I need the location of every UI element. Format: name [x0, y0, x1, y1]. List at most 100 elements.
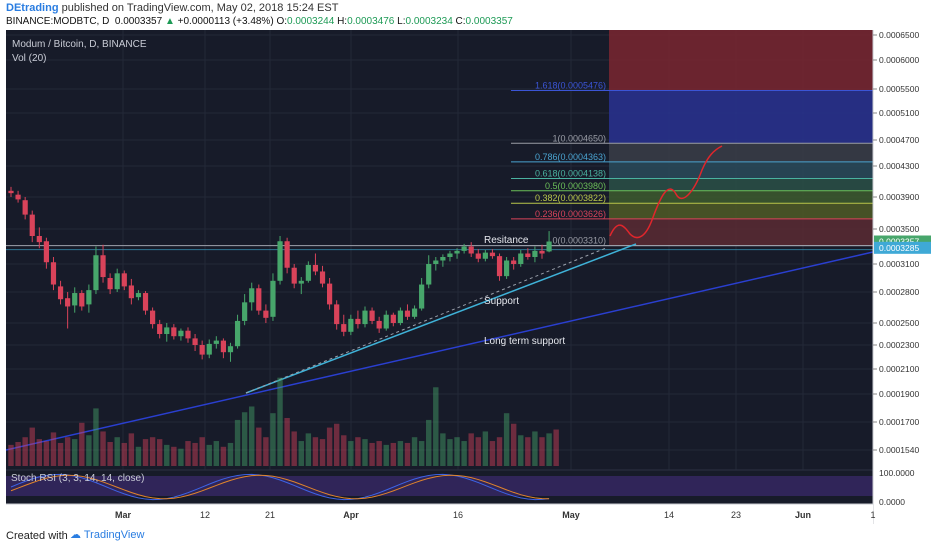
volume-bar [341, 435, 347, 466]
volume-bar [447, 439, 453, 466]
fib-zone [609, 203, 873, 219]
fib-level-label: 0.382(0.0003822) [535, 193, 606, 203]
open-label: O: [276, 16, 288, 27]
trend-lines: Resitance Support Long term support [6, 235, 874, 451]
volume-bar [107, 442, 113, 466]
candle-body [128, 285, 134, 299]
annotation-label: Support [484, 296, 519, 307]
cloud-icon: ☁ [70, 529, 81, 541]
candle-body [206, 343, 212, 355]
candle-body [22, 200, 28, 215]
low-value: 0.0003234 [405, 16, 453, 27]
support-line [245, 243, 637, 394]
candle-body [383, 314, 389, 329]
candle-body [43, 241, 49, 263]
candle-body [227, 346, 234, 353]
price-tick-label: 0.0002300 [879, 340, 919, 350]
volume-bar [50, 432, 57, 466]
candle-body [178, 330, 184, 337]
fib-level-label: 0.236(0.0003626) [535, 209, 606, 219]
candle-body [135, 293, 142, 298]
volume-bar [369, 442, 375, 466]
fib-zone [609, 190, 873, 204]
stoch-d-line [10, 474, 550, 500]
fib-level-label: 1(0.0004650) [552, 133, 606, 143]
volume-bar [284, 418, 290, 466]
candle-body [461, 246, 467, 251]
volume-bar [128, 433, 135, 466]
volume-bar [256, 427, 262, 466]
volume-bar [149, 437, 156, 466]
candle-body [284, 241, 290, 268]
candle-body [348, 318, 354, 332]
volume-bar [355, 437, 361, 466]
candle-body [86, 290, 92, 305]
volume-bar [305, 433, 312, 466]
candle-body [362, 310, 368, 325]
volume-bar [482, 431, 489, 466]
candle-body [454, 250, 460, 254]
volume-bar [298, 441, 304, 466]
time-axis[interactable]: Mar 12 21 Apr 16 May 14 23 Jun 1 [6, 503, 876, 524]
change-value: +0.0000113 (+3.48%) [177, 16, 274, 27]
candle-body [411, 308, 418, 317]
candle-body [327, 283, 333, 305]
candle-body [79, 293, 85, 307]
chart-canvas[interactable]: 1.618(0.0005476) 1(0.0004650) 0.786(0.0004… [6, 30, 932, 524]
candle-body [121, 273, 127, 287]
candle-body [29, 214, 35, 236]
volume-bar [64, 437, 71, 466]
volume-bar [241, 412, 248, 466]
fib-zone [609, 178, 873, 191]
tradingview-logo[interactable]: ☁ TradingView [70, 528, 144, 541]
volume-bar [510, 423, 517, 466]
volume-bar [383, 444, 389, 466]
rsi-band [6, 476, 873, 496]
price-badge-label: 0.0003285 [879, 243, 919, 253]
candle-body [242, 302, 248, 321]
up-arrow-icon: ▲ [164, 16, 175, 27]
volume-bar [489, 441, 496, 466]
candle-body [270, 280, 276, 317]
candle-body [489, 252, 496, 257]
candle-body [404, 310, 411, 317]
author-link[interactable]: DEtrading [6, 2, 59, 14]
candle-body [482, 252, 488, 259]
fib-zone [609, 143, 873, 162]
fib-zone-top [609, 30, 873, 91]
publish-line: DEtrading published on TradingView.com, … [6, 2, 338, 14]
fib-zone-blue [609, 90, 873, 144]
candle-body [433, 260, 439, 264]
candle-body [157, 324, 163, 334]
volume-bar [333, 423, 340, 466]
candle-body [319, 271, 326, 284]
stoch-rsi-panel [6, 469, 873, 504]
volume-bar [36, 439, 43, 466]
price-tick-label: 0.0003900 [879, 192, 919, 202]
last-price: 0.0003357 [114, 16, 163, 27]
candle-body [171, 327, 177, 337]
volume-bar [86, 435, 92, 466]
candle-body [185, 330, 191, 339]
candle-body [369, 310, 375, 321]
volume-bar [29, 427, 35, 466]
volume-bar [8, 444, 14, 466]
price-tick-label: 0.0002500 [879, 318, 919, 328]
candle-body [468, 246, 474, 254]
volume-bar [418, 441, 425, 466]
volume-bar [121, 442, 127, 466]
price-tick-label: 0.0001540 [879, 445, 919, 455]
price-tick-label: 0.0002100 [879, 364, 919, 374]
volume-bar [178, 448, 184, 466]
time-tick-label: May [562, 510, 580, 520]
price-tick-label: 0.0006000 [879, 55, 919, 65]
volume-bar [532, 431, 538, 466]
volume-bar [397, 441, 404, 466]
price-tick-label: 0.0003500 [879, 224, 919, 234]
price-axis[interactable]: 0.0006500 0.0006000 0.0005500 0.0005100 0.00… [872, 30, 932, 524]
volume-bars [8, 377, 559, 466]
volume-bar [518, 435, 524, 466]
candle-body [277, 241, 283, 281]
price-badge [874, 241, 931, 254]
candle-body [107, 278, 113, 290]
